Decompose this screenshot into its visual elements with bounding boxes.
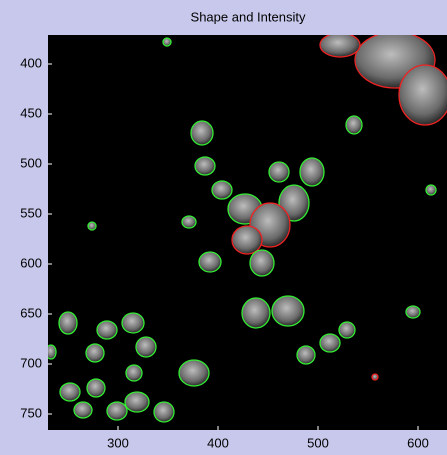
x-tick-label: 500 [307, 435, 329, 450]
figure: Shape and Intensity [0, 0, 447, 455]
y-tick-label: 750 [20, 405, 42, 420]
x-tick-label: 600 [407, 435, 429, 450]
y-tick-label: 700 [20, 355, 42, 370]
y-tick-label: 400 [20, 55, 42, 70]
y-tick-label: 650 [20, 305, 42, 320]
x-tick-label: 300 [107, 435, 129, 450]
y-tick-label: 450 [20, 105, 42, 120]
chart-title: Shape and Intensity [191, 9, 306, 24]
y-tick-label: 550 [20, 205, 42, 220]
y-tick-label: 500 [20, 155, 42, 170]
x-tick-label: 400 [207, 435, 229, 450]
y-tick-label: 600 [20, 255, 42, 270]
